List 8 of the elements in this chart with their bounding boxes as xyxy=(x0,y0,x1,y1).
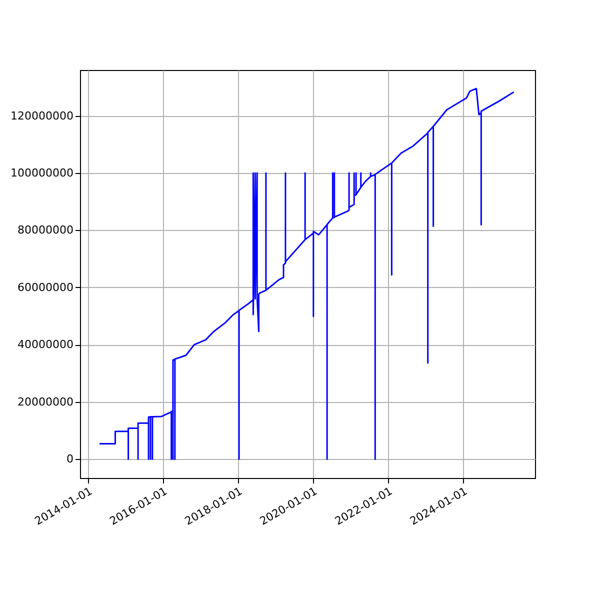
line-series xyxy=(98,88,514,460)
y-tick-label: 40000000 xyxy=(18,338,74,352)
y-tick-label: 120000000 xyxy=(10,109,74,122)
y-tick-label: 100000000 xyxy=(10,166,74,180)
y-tick-label: 20000000 xyxy=(18,395,74,408)
y-tick-label: 80000000 xyxy=(18,224,74,237)
y-tick-label: 60000000 xyxy=(18,280,74,294)
y-tick-label: 0 xyxy=(66,452,74,466)
